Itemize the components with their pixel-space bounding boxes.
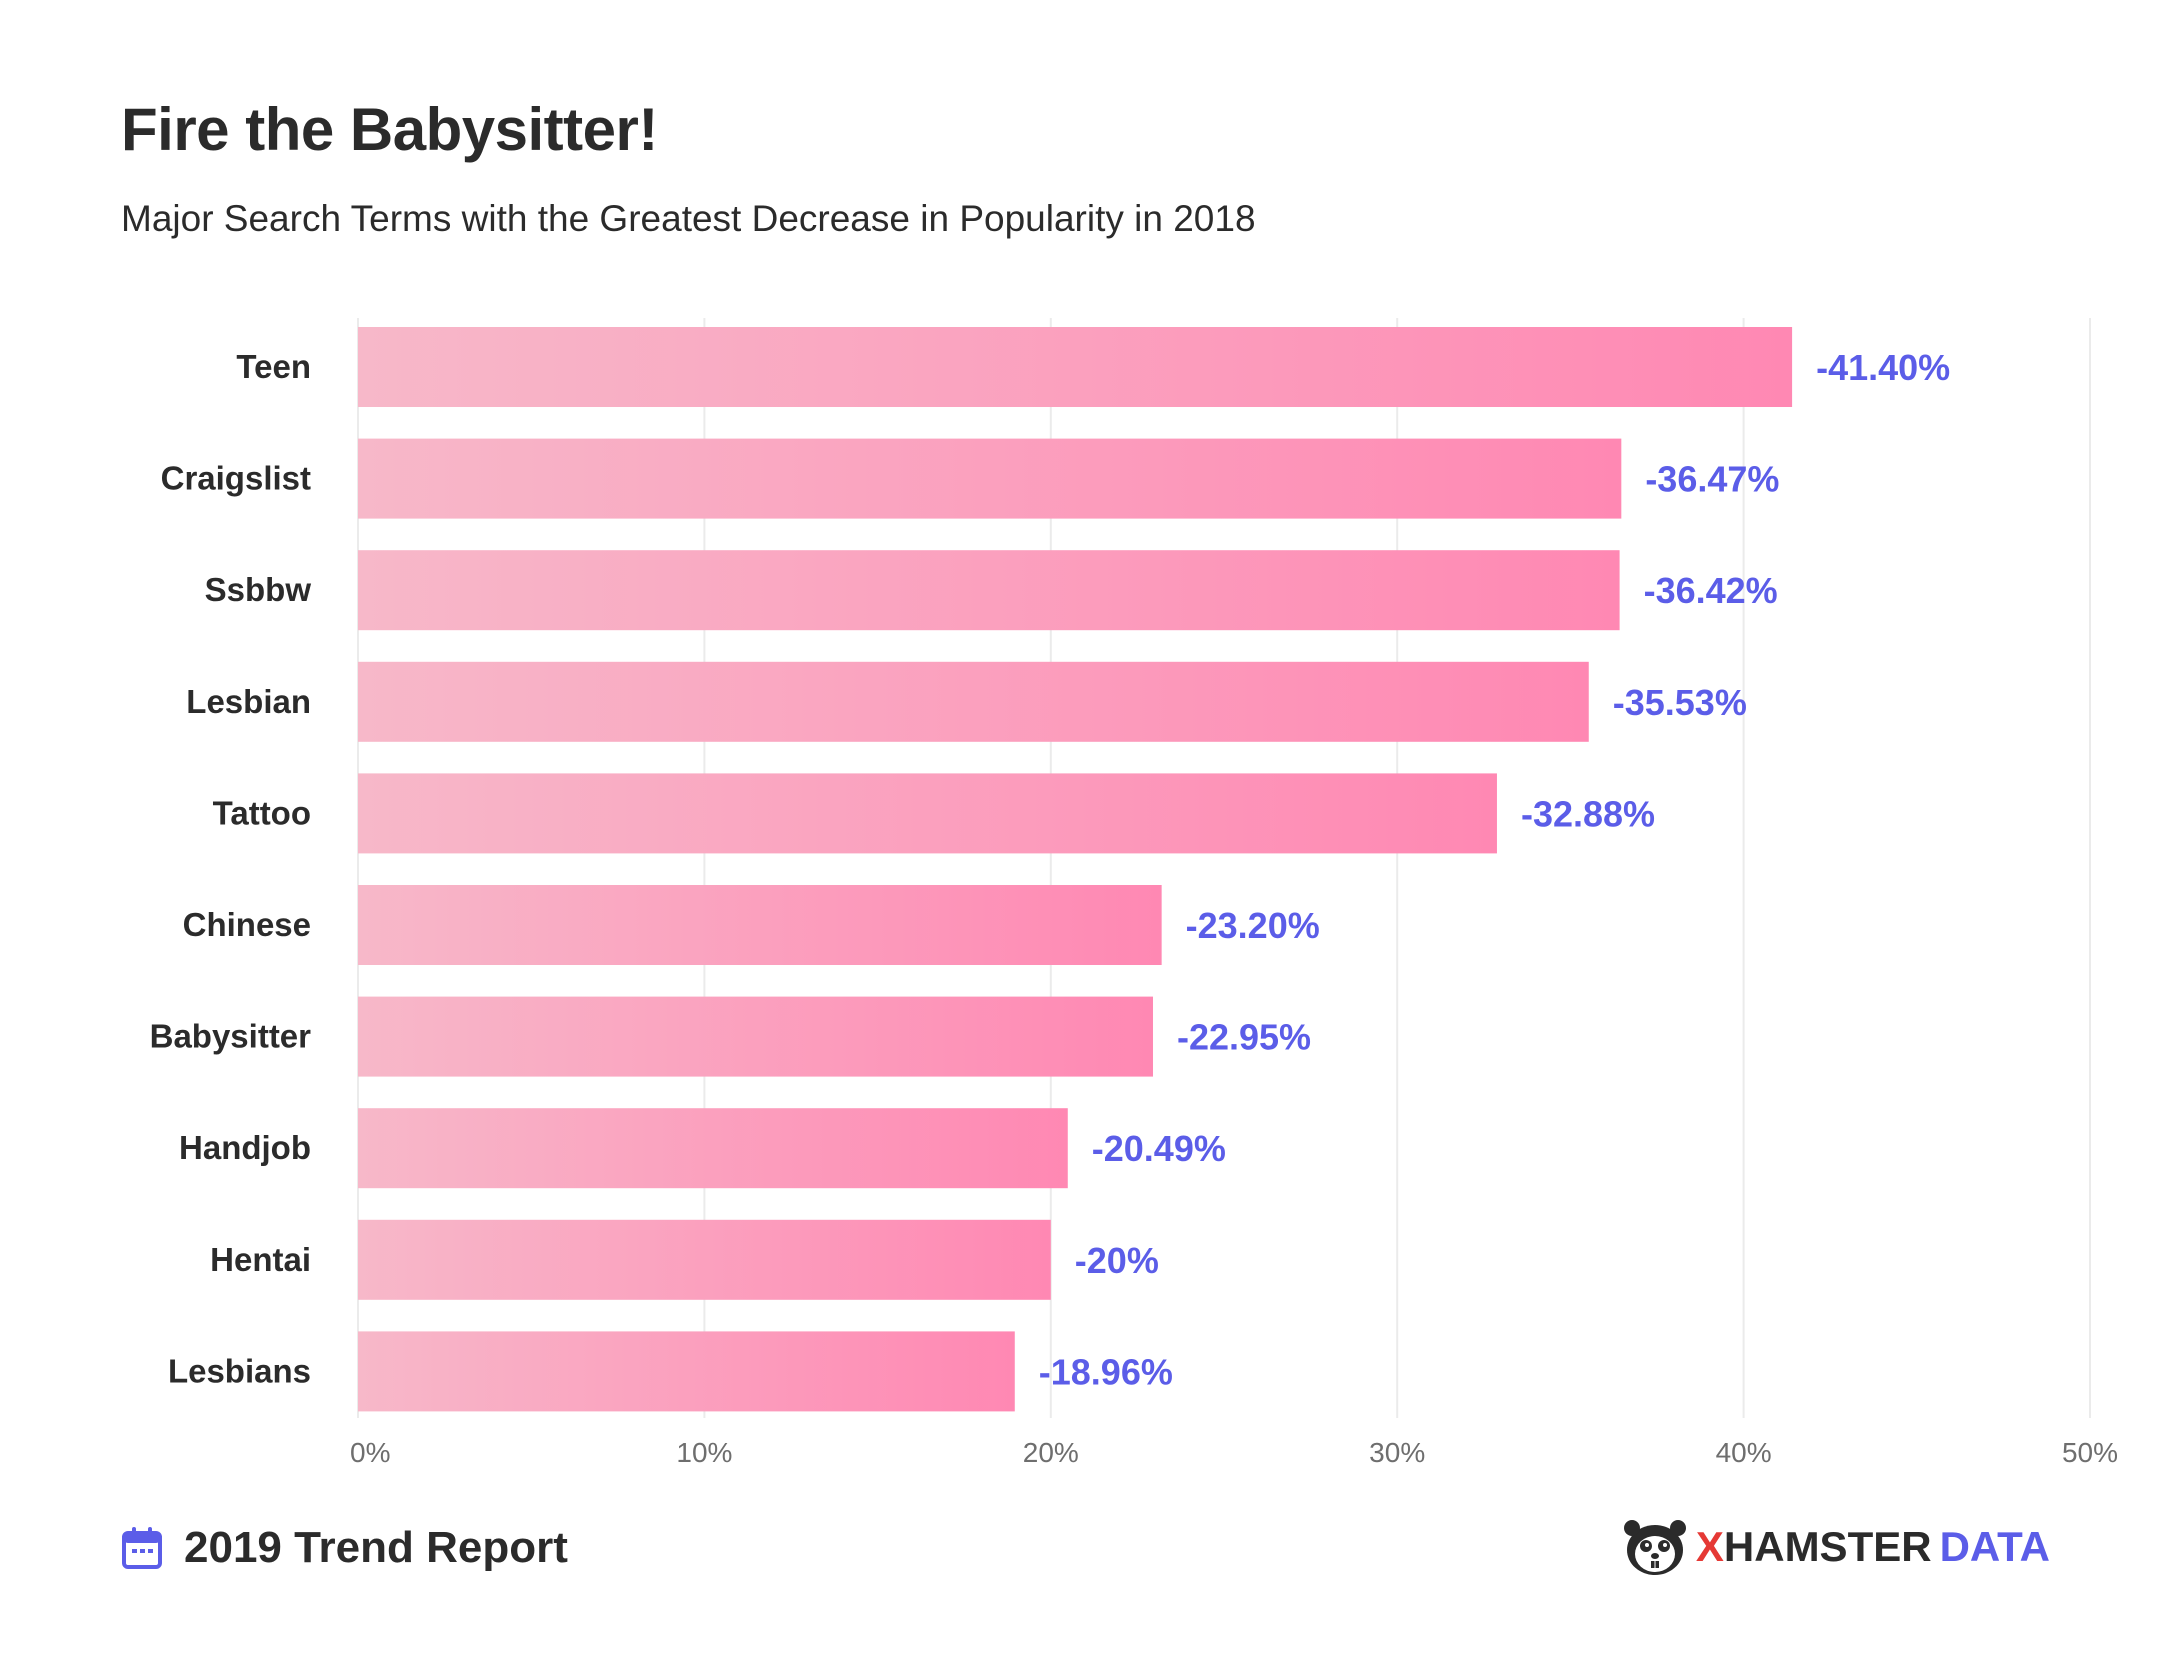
bar [358,550,1620,631]
value-label: -32.88% [1521,793,1655,834]
bar [358,438,1622,519]
calendar-icon [122,1527,162,1569]
value-label: -36.42% [1644,570,1778,611]
hamster-logo-icon [1623,1520,1686,1575]
value-label: -36.47% [1645,459,1779,500]
category-labels: Teen Craigslist Ssbbw Lesbian Tattoo Chinese B… [150,348,312,1389]
brand-logo: X HAMSTER DATA [1622,1512,2050,1582]
value-label: -41.40% [1816,347,1950,388]
bar [358,885,1162,965]
bar-chart: Teen Craigslist Ssbbw Lesbian Tattoo Chinese B… [150,318,2118,1468]
x-tick-label: 40% [1716,1437,1772,1468]
bar [358,661,1589,742]
value-label: -20% [1075,1240,1159,1281]
brand-data: DATA [1939,1523,2050,1570]
chart-title: Fire the Babysitter! [121,96,658,163]
bar [358,996,1153,1077]
brand-hamster: HAMSTER [1723,1523,1932,1570]
value-label: -18.96% [1039,1351,1173,1392]
x-tick-label: 20% [1023,1437,1079,1468]
bar [358,1108,1068,1189]
category-label: Handjob [179,1129,311,1166]
category-label: Lesbians [168,1352,311,1389]
value-label: -20.49% [1092,1128,1226,1169]
bar [358,1331,1015,1412]
category-label: Teen [236,348,311,385]
category-label: Tattoo [213,794,311,831]
category-label: Craigslist [161,460,311,497]
chart-subtitle: Major Search Terms with the Greatest Dec… [121,198,1256,239]
bar [358,1219,1051,1300]
x-axis-ticks: 0% 10% 20% 30% 40% 50% [350,1437,2118,1468]
x-tick-label: 30% [1369,1437,1425,1468]
category-label: Babysitter [150,1018,312,1055]
bar [358,773,1497,854]
x-tick-label: 10% [676,1437,732,1468]
value-label: -22.95% [1177,1017,1311,1058]
brand-x: X [1695,1523,1724,1570]
value-label: -23.20% [1186,905,1320,946]
category-label: Ssbbw [205,571,312,608]
value-labels: -41.40% -36.47% -36.42% -35.53% -32.88% -23.2… [1039,347,1950,1392]
report-label: 2019 Trend Report [184,1523,568,1572]
bars [358,327,1793,1412]
category-label: Chinese [183,906,311,943]
category-label: Lesbian [186,683,311,720]
bar [358,327,1793,407]
x-tick-label: 0% [350,1437,390,1468]
x-tick-label: 50% [2062,1437,2118,1468]
footer-report: 2019 Trend Report [122,1518,568,1578]
value-label: -35.53% [1613,682,1747,723]
category-label: Hentai [210,1241,311,1278]
